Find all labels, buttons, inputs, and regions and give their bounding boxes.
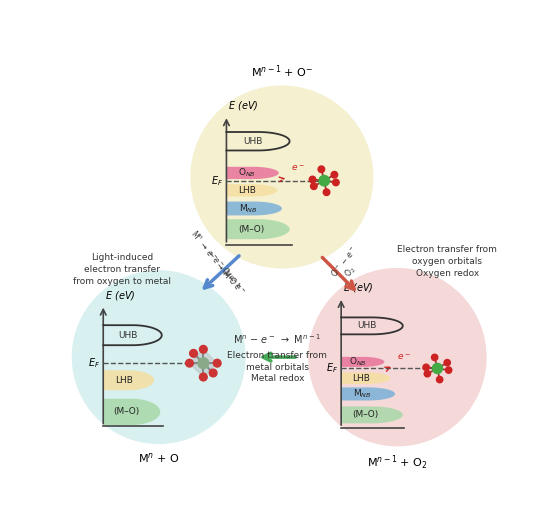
Circle shape [446, 367, 452, 373]
Circle shape [186, 359, 194, 367]
Circle shape [319, 175, 329, 186]
Circle shape [213, 359, 221, 367]
FancyArrowPatch shape [385, 367, 390, 371]
Circle shape [309, 176, 316, 183]
Polygon shape [103, 370, 154, 390]
Text: (M–O): (M–O) [239, 225, 265, 234]
Text: LHB: LHB [352, 374, 370, 383]
Text: Electron transfer from
metal orbitals
Metal redox: Electron transfer from metal orbitals Me… [227, 351, 327, 383]
Polygon shape [341, 357, 384, 367]
Text: O $\leftarrow$ $e^-$: O $\leftarrow$ $e^-$ [219, 264, 248, 296]
Text: (M–O): (M–O) [113, 407, 139, 416]
Circle shape [200, 345, 207, 353]
Circle shape [424, 371, 431, 377]
Text: $e^-$: $e^-$ [397, 353, 410, 362]
Text: UHB: UHB [358, 321, 377, 330]
Text: M$^n$ $\rightarrow$ $e^-$ $\rightarrow$ M$^{n-1}$: M$^n$ $\rightarrow$ $e^-$ $\rightarrow$ … [188, 227, 242, 291]
Text: M$^{n-1}$ + O$_2$: M$^{n-1}$ + O$_2$ [367, 454, 428, 472]
Polygon shape [227, 202, 282, 215]
Polygon shape [341, 372, 390, 384]
Circle shape [331, 172, 338, 178]
Text: UHB: UHB [243, 136, 263, 146]
Polygon shape [189, 349, 217, 377]
Text: $E_F$: $E_F$ [211, 174, 223, 187]
Text: $E$ (eV): $E$ (eV) [343, 281, 373, 294]
Circle shape [432, 363, 442, 373]
Circle shape [437, 376, 443, 383]
Circle shape [191, 86, 373, 268]
Circle shape [333, 179, 339, 186]
Circle shape [311, 183, 317, 190]
Polygon shape [341, 406, 403, 423]
Circle shape [432, 354, 438, 361]
Polygon shape [227, 167, 279, 179]
Text: $E_F$: $E_F$ [88, 356, 100, 370]
Text: M$_{NB}$: M$_{NB}$ [354, 387, 372, 400]
Text: M$^n$ $-$ $e^-$ $\rightarrow$ M$^{n-1}$: M$^n$ $-$ $e^-$ $\rightarrow$ M$^{n-1}$ [233, 332, 321, 345]
Text: Light-induced
electron transfer
from oxygen to metal: Light-induced electron transfer from oxy… [74, 253, 172, 286]
Text: O$_{NB}$: O$_{NB}$ [349, 355, 367, 368]
Text: (M–O): (M–O) [353, 411, 379, 419]
Circle shape [73, 271, 245, 444]
Text: $-$ $e^-$ $\rightarrow$ O$^-$: $-$ $e^-$ $\rightarrow$ O$^-$ [205, 247, 243, 292]
Text: $E$ (eV): $E$ (eV) [104, 289, 135, 302]
Polygon shape [227, 184, 277, 196]
Text: M$^{n}$ + O: M$^{n}$ + O [138, 451, 179, 465]
Circle shape [323, 189, 330, 195]
Text: $e^-$: $e^-$ [291, 164, 305, 173]
Circle shape [423, 364, 429, 371]
Circle shape [318, 166, 324, 173]
Text: LHB: LHB [114, 376, 133, 385]
Text: $E$ (eV): $E$ (eV) [228, 99, 258, 112]
Text: O$^-$ $-$ $e^-$: O$^-$ $-$ $e^-$ [328, 244, 359, 279]
Text: O$_2$: O$_2$ [342, 264, 359, 280]
Circle shape [190, 350, 197, 357]
FancyArrowPatch shape [279, 177, 284, 182]
Polygon shape [103, 399, 160, 425]
Text: M$_{NB}$: M$_{NB}$ [239, 202, 258, 215]
Circle shape [200, 373, 207, 381]
Text: M$^{n-1}$ + O$^{-}$: M$^{n-1}$ + O$^{-}$ [251, 64, 313, 80]
Polygon shape [227, 219, 289, 239]
Circle shape [309, 269, 486, 446]
Circle shape [198, 358, 209, 369]
Text: Electron transfer from
oxygen orbitals
Oxygen redox: Electron transfer from oxygen orbitals O… [398, 245, 497, 278]
Text: O$_{NB}$: O$_{NB}$ [239, 166, 256, 179]
Circle shape [210, 369, 217, 377]
Text: $E_F$: $E_F$ [326, 362, 338, 375]
Polygon shape [341, 387, 395, 401]
Text: LHB: LHB [238, 186, 256, 195]
Circle shape [444, 360, 450, 366]
Text: UHB: UHB [118, 331, 138, 340]
